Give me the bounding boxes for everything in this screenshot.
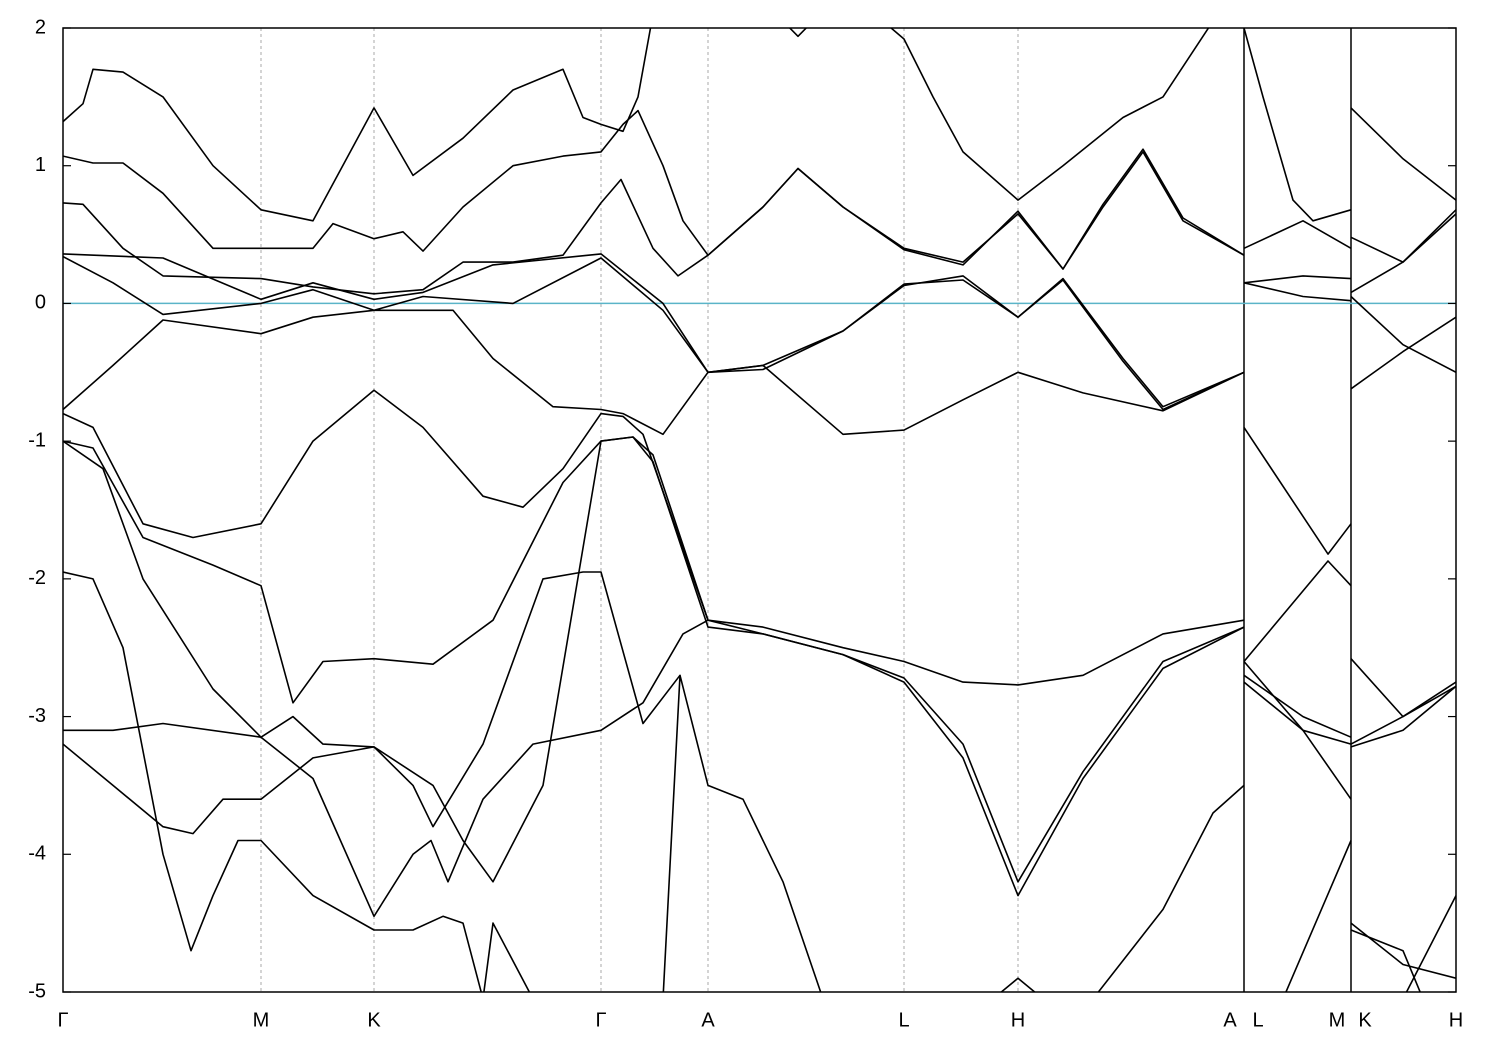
band-line [63,619,709,918]
band-line [63,28,1456,222]
x-tick-label: A [701,1009,715,1031]
x-tick-label: H [1011,1009,1025,1031]
y-tick-label: -5 [28,980,46,1002]
x-tick-label: M [1329,1009,1346,1031]
band-line [1097,784,1456,992]
x-tick-label: H [1449,1009,1463,1031]
band-line [63,109,1456,270]
grid [260,28,1352,992]
band-line [63,436,1456,883]
x-tick-label: K [367,1009,381,1031]
band-line [63,255,1456,555]
x-tick-label: A [1223,1009,1237,1031]
y-tick-label: -4 [28,843,46,865]
y-tick-label: 0 [35,292,46,314]
x-tick-label: K [1358,1009,1372,1031]
band-line [483,675,1036,992]
plot-frame [62,27,1457,993]
y-tick-label: 2 [35,16,46,38]
x-tick-label: Γ [57,1009,68,1031]
y-tick-label: -1 [28,429,46,451]
band-line [63,571,822,992]
y-tick-label: -3 [28,705,46,727]
x-tick-label: L [1252,1009,1263,1031]
x-tick-label: L [898,1009,909,1031]
bands [63,28,1456,992]
x-tick-label: M [253,1009,270,1031]
band-line [63,148,1456,295]
band-line [63,389,1456,745]
y-tick-label: -2 [28,567,46,589]
band-line [63,571,483,992]
y-tick-label: 1 [35,154,46,176]
band-line [63,309,1456,718]
x-tick-label: Γ [595,1009,606,1031]
band-line [63,436,1456,979]
